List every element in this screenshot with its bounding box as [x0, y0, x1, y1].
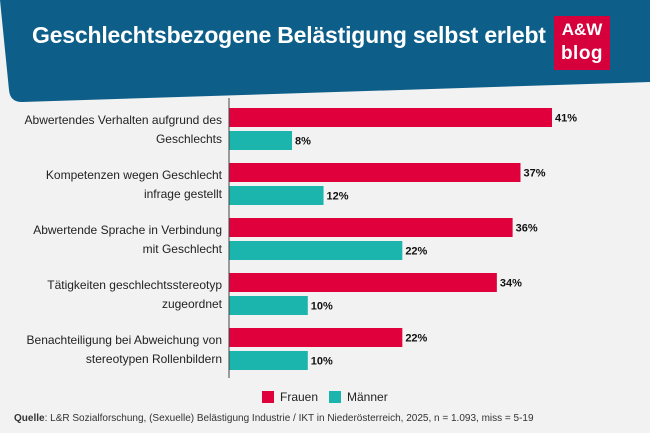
category-label-2-line-0: Abwertende Sprache in Verbindung [33, 223, 222, 237]
logo-line-1: A&W [561, 20, 603, 39]
data-label-frauen-1: 37% [523, 168, 545, 180]
legend-label-maenner: Männer [347, 390, 388, 404]
banner-shape [0, 0, 650, 102]
category-label-3-line-0: Tätigkeiten geschlechtsstereotyp [47, 278, 222, 292]
aw-blog-logo[interactable]: A&W blog [554, 16, 610, 70]
bar-frauen-3 [229, 273, 497, 292]
category-label-4-line-1: stereotypen Rollenbildern [86, 352, 222, 366]
bar-frauen-2 [229, 218, 513, 237]
data-label-maenner-2: 22% [405, 246, 427, 258]
category-label-3-line-1: zugeordnet [162, 297, 223, 311]
category-label-4-line-0: Benachteiligung bei Abweichung von [27, 333, 222, 347]
bar-maenner-1 [229, 186, 324, 205]
bar-maenner-3 [229, 296, 308, 315]
data-label-frauen-4: 22% [405, 333, 427, 345]
source-footer: Quelle: L&R Sozialforschung, (Sexuelle) … [14, 413, 534, 424]
legend-label-frauen: Frauen [280, 390, 318, 404]
logo-line-2: blog [560, 43, 604, 64]
data-label-frauen-3: 34% [500, 278, 522, 290]
bar-maenner-4 [229, 351, 308, 370]
source-label: Quelle [14, 413, 45, 424]
data-label-maenner-4: 10% [311, 356, 333, 368]
bar-maenner-2 [229, 241, 403, 260]
bar-frauen-1 [229, 163, 521, 182]
legend-swatch-frauen [262, 391, 274, 403]
data-label-frauen-0: 41% [555, 113, 577, 125]
data-label-maenner-0: 8% [295, 136, 311, 148]
bar-frauen-0 [229, 108, 552, 127]
bar-maenner-0 [229, 131, 293, 150]
category-label-0-line-0: Abwertendes Verhalten aufgrund des [25, 113, 222, 127]
data-label-frauen-2: 36% [516, 223, 538, 235]
data-label-maenner-1: 12% [327, 191, 349, 203]
category-label-0-line-1: Geschlechts [156, 132, 222, 146]
category-label-1-line-1: infrage gestellt [144, 187, 223, 201]
header-banner: Geschlechtsbezogene Belästigung selbst e… [0, 0, 650, 102]
chart-title: Geschlechtsbezogene Belästigung selbst e… [32, 22, 546, 48]
data-label-maenner-3: 10% [311, 301, 333, 313]
bar-frauen-4 [229, 328, 403, 347]
source-text: : L&R Sozialforschung, (Sexuelle) Beläst… [44, 413, 534, 424]
category-label-2-line-1: mit Geschlecht [143, 242, 223, 256]
category-label-1-line-0: Kompetenzen wegen Geschlecht [46, 168, 223, 182]
legend-swatch-maenner [329, 391, 341, 403]
